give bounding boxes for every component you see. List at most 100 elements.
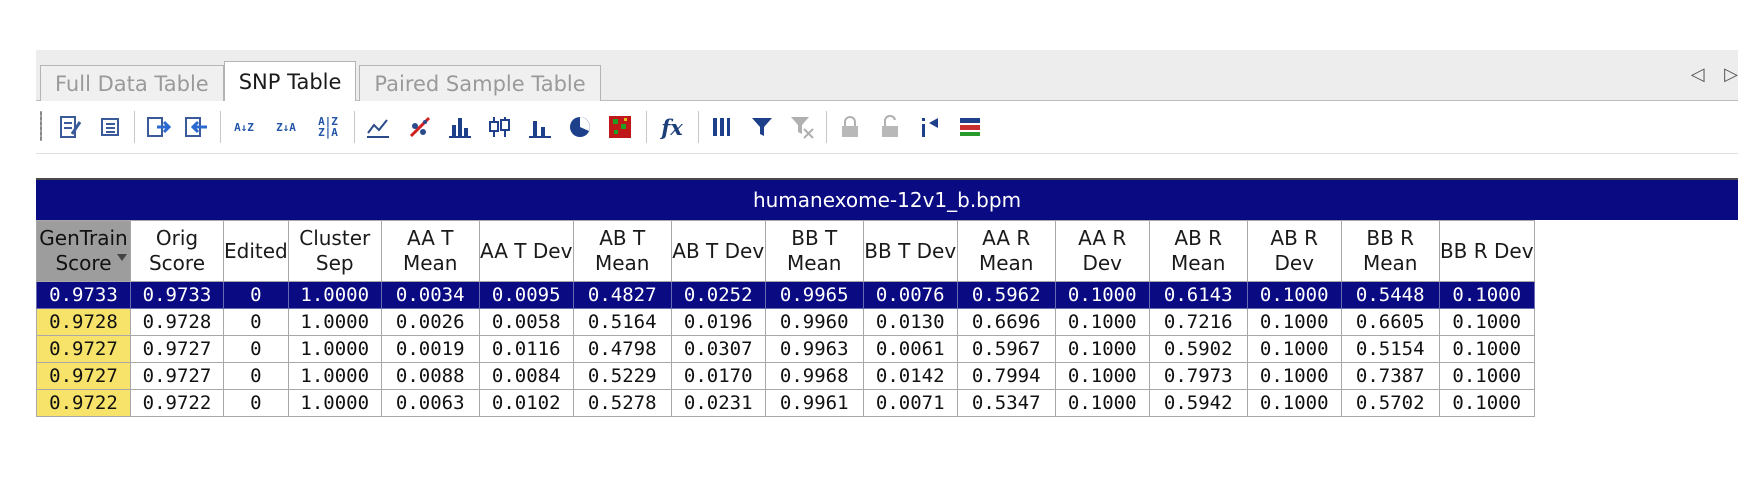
sort-ascending-icon[interactable]: A↓Z (234, 120, 254, 134)
table-cell[interactable]: 0.9968 (764, 362, 864, 390)
table-cell[interactable]: 0.0130 (862, 308, 958, 336)
table-cell[interactable]: 0.0307 (670, 335, 766, 363)
column-header[interactable]: AA T Mean (380, 220, 480, 282)
table-cell[interactable]: 0.4827 (572, 281, 672, 309)
export-icon[interactable] (144, 113, 172, 141)
gentrain-score-cell[interactable]: 0.9727 (36, 362, 131, 390)
table-cell[interactable]: 0.0095 (478, 281, 574, 309)
heatmap-icon[interactable] (606, 113, 634, 141)
column-header[interactable]: AA R Dev (1054, 220, 1150, 282)
table-cell[interactable]: 0.4798 (572, 335, 672, 363)
table-cell[interactable]: 0 (223, 281, 289, 309)
scatter-plot-icon[interactable] (406, 113, 434, 141)
column-layout-icon[interactable] (708, 113, 736, 141)
histogram-icon[interactable] (446, 113, 474, 141)
column-header[interactable]: BB R Mean (1340, 220, 1440, 282)
column-chooser-icon[interactable] (96, 113, 124, 141)
table-cell[interactable]: 0.9727 (130, 362, 224, 390)
table-row[interactable]: 0.9733 0.9733 0 1.0000 0.0034 0.0095 0.4827 0.0… (36, 281, 1535, 309)
table-cell[interactable]: 0.5278 (572, 389, 672, 417)
table-cell[interactable]: 0.0196 (670, 308, 766, 336)
table-cell[interactable]: 0.6143 (1148, 281, 1248, 309)
table-cell[interactable]: 0.0116 (478, 335, 574, 363)
custom-sort-icon[interactable]: A|Z Z|A (318, 115, 338, 139)
table-cell[interactable]: 0.1000 (1054, 308, 1150, 336)
table-cell[interactable]: 0.5448 (1340, 281, 1440, 309)
table-cell[interactable]: 0.5229 (572, 362, 672, 390)
table-cell[interactable]: 0 (223, 389, 289, 417)
table-cell[interactable]: 0 (223, 308, 289, 336)
table-cell[interactable]: 0.9733 (130, 281, 224, 309)
table-cell[interactable]: 0.6605 (1340, 308, 1440, 336)
table-cell[interactable]: 0.9965 (764, 281, 864, 309)
table-cell[interactable]: 0.5347 (956, 389, 1056, 417)
table-cell[interactable]: 0.5702 (1340, 389, 1440, 417)
column-header[interactable]: AB R Mean (1148, 220, 1248, 282)
table-cell[interactable]: 1.0000 (287, 362, 382, 390)
column-header[interactable]: AB T Dev (670, 220, 766, 282)
table-cell[interactable]: 1.0000 (287, 389, 382, 417)
table-cell[interactable]: 0.7216 (1148, 308, 1248, 336)
table-cell[interactable]: 0.0102 (478, 389, 574, 417)
gentrain-score-cell[interactable]: 0.9722 (36, 389, 131, 417)
table-cell[interactable]: 0.9960 (764, 308, 864, 336)
tab-paired-sample-table[interactable]: Paired Sample Table (359, 65, 601, 101)
tab-scroll-left-icon[interactable]: ◁ (1690, 64, 1705, 85)
import-icon[interactable] (182, 113, 210, 141)
table-cell[interactable]: 0.5164 (572, 308, 672, 336)
gentrain-score-cell[interactable]: 0.9728 (36, 308, 131, 336)
table-cell[interactable]: 0.9728 (130, 308, 224, 336)
formula-icon[interactable]: fx (661, 114, 683, 140)
table-cell[interactable]: 0.0058 (478, 308, 574, 336)
table-cell[interactable]: 0.5154 (1340, 335, 1440, 363)
table-cell[interactable]: 0.0231 (670, 389, 766, 417)
table-cell[interactable]: 0.1000 (1438, 308, 1535, 336)
table-cell[interactable]: 0.6696 (956, 308, 1056, 336)
edit-columns-icon[interactable] (56, 113, 84, 141)
column-header[interactable]: BB R Dev (1438, 220, 1535, 282)
table-cell[interactable]: 0.0063 (380, 389, 480, 417)
column-header[interactable]: GenTrain Score (36, 220, 131, 282)
table-cell[interactable]: 0 (223, 335, 289, 363)
table-cell[interactable]: 0.9961 (764, 389, 864, 417)
line-plot-icon[interactable] (364, 113, 392, 141)
column-header[interactable]: Edited (223, 220, 289, 282)
table-cell[interactable]: 0.0071 (862, 389, 958, 417)
table-cell[interactable]: 0.1000 (1438, 389, 1535, 417)
table-cell[interactable]: 1.0000 (287, 281, 382, 309)
table-cell[interactable]: 0.1000 (1054, 335, 1150, 363)
table-cell[interactable]: 0.5962 (956, 281, 1056, 309)
table-cell[interactable]: 0.0076 (862, 281, 958, 309)
clear-filter-icon[interactable] (788, 113, 816, 141)
unlock-icon[interactable] (876, 113, 904, 141)
table-cell[interactable]: 0.0061 (862, 335, 958, 363)
column-header[interactable]: AB T Mean (572, 220, 672, 282)
table-cell[interactable]: 0.1000 (1246, 389, 1342, 417)
tab-snp-table[interactable]: SNP Table (223, 61, 357, 101)
table-row[interactable]: 0.9727 0.9727 0 1.0000 0.0019 0.0116 0.4798 0.0… (36, 335, 1535, 363)
column-info-icon[interactable] (916, 113, 944, 141)
table-cell[interactable]: 0.0026 (380, 308, 480, 336)
table-cell[interactable]: 0.1000 (1246, 362, 1342, 390)
column-header[interactable]: BB T Mean (764, 220, 864, 282)
table-cell[interactable]: 0.1000 (1054, 281, 1150, 309)
table-cell[interactable]: 0.1000 (1438, 281, 1535, 309)
table-cell[interactable]: 0.0034 (380, 281, 480, 309)
table-row[interactable]: 0.9722 0.9722 0 1.0000 0.0063 0.0102 0.5278 0.0… (36, 389, 1535, 417)
table-cell[interactable]: 0.1000 (1246, 335, 1342, 363)
table-cell[interactable]: 0.0142 (862, 362, 958, 390)
table-cell[interactable]: 0.9722 (130, 389, 224, 417)
lock-icon[interactable] (836, 113, 864, 141)
table-cell[interactable]: 0.1000 (1246, 281, 1342, 309)
color-legend-icon[interactable] (956, 113, 984, 141)
column-header[interactable]: Cluster Sep (287, 220, 382, 282)
table-cell[interactable]: 0.1000 (1054, 362, 1150, 390)
table-cell[interactable]: 0.1000 (1438, 335, 1535, 363)
gentrain-score-cell[interactable]: 0.9727 (36, 335, 131, 363)
toolbar-grip[interactable] (40, 111, 42, 141)
table-cell[interactable]: 0.7387 (1340, 362, 1440, 390)
tab-scroll-right-icon[interactable]: ▷ (1724, 64, 1738, 85)
table-cell[interactable]: 0.5902 (1148, 335, 1248, 363)
table-cell[interactable]: 0.1000 (1054, 389, 1150, 417)
column-header[interactable]: BB T Dev (862, 220, 958, 282)
